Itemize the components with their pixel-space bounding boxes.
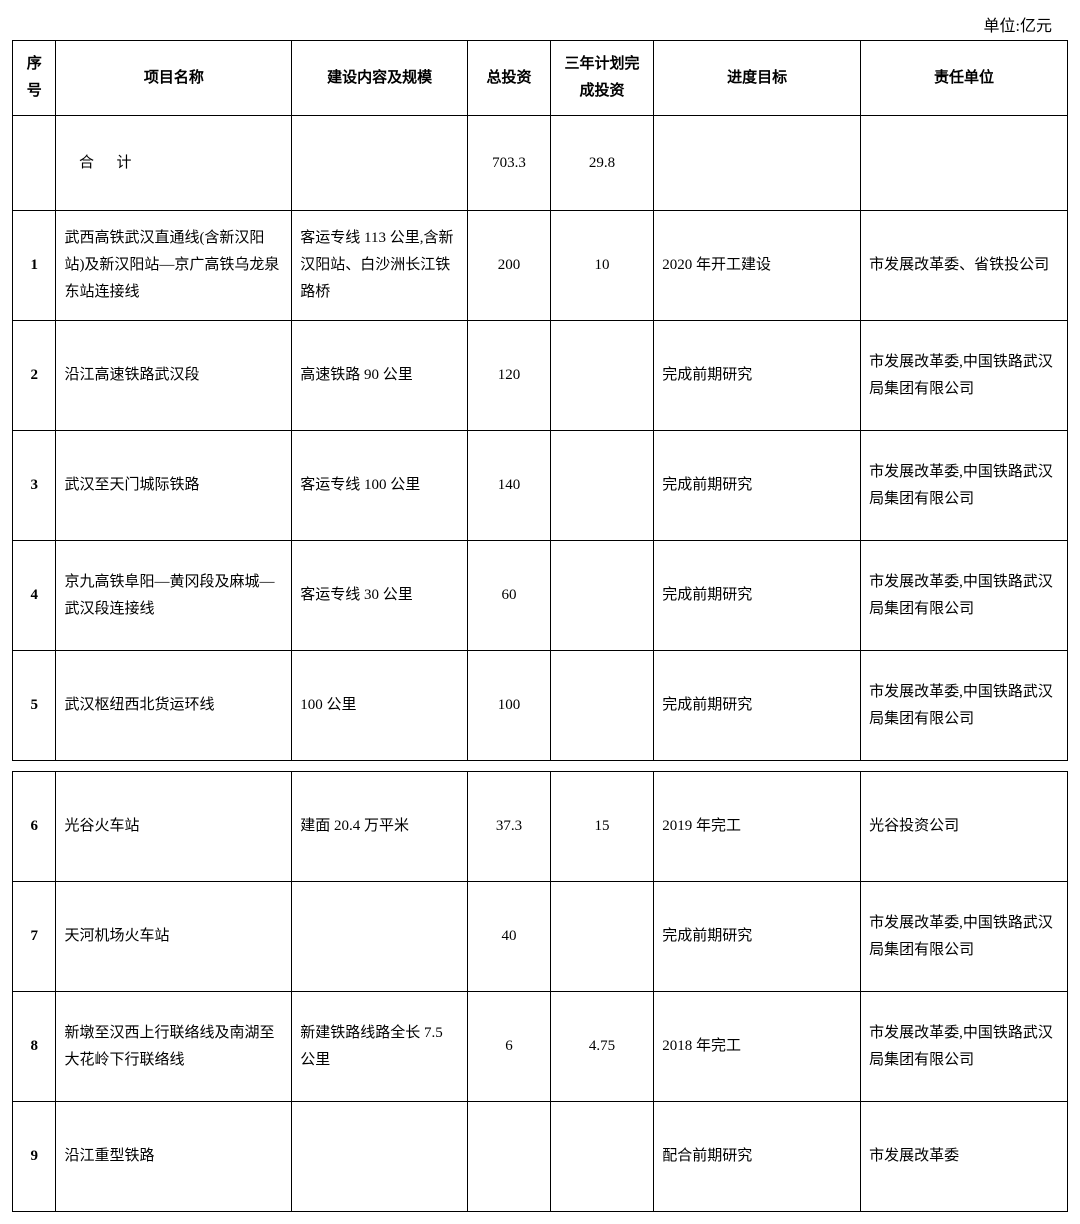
- table-row: 3武汉至天门城际铁路客运专线 100 公里140 完成前期研究市发展改革委,中国铁…: [13, 431, 1068, 541]
- cell-seq: 8: [13, 992, 56, 1102]
- cell-dept: 市发展改革委,中国铁路武汉局集团有限公司: [861, 321, 1068, 431]
- col-header-three: 三年计划完成投资: [550, 41, 653, 116]
- cell-content: 100 公里: [292, 651, 468, 761]
- cell-content: 建面 20.4 万平米: [292, 772, 468, 882]
- cell-name: 武西高铁武汉直通线(含新汉阳站)及新汉阳站—京广高铁乌龙泉东站连接线: [56, 211, 292, 321]
- cell-dept: 市发展改革委,中国铁路武汉局集团有限公司: [861, 651, 1068, 761]
- col-header-dept: 责任单位: [861, 41, 1068, 116]
- cell-progress: 完成前期研究: [654, 651, 861, 761]
- cell-total: 6: [468, 992, 551, 1102]
- total-progress: [654, 116, 861, 211]
- cell-dept: 市发展改革委,中国铁路武汉局集团有限公司: [861, 431, 1068, 541]
- cell-dept: 市发展改革委、省铁投公司: [861, 211, 1068, 321]
- cell-three: 10: [550, 211, 653, 321]
- cell-content: 新建铁路线路全长 7.5 公里: [292, 992, 468, 1102]
- cell-progress: 完成前期研究: [654, 541, 861, 651]
- cell-seq: 5: [13, 651, 56, 761]
- cell-seq: 4: [13, 541, 56, 651]
- cell-three: [550, 541, 653, 651]
- cell-three: [550, 882, 653, 992]
- table-header-row: 序号 项目名称 建设内容及规模 总投资 三年计划完成投资 进度目标 责任单位: [13, 41, 1068, 116]
- cell-content: 客运专线 100 公里: [292, 431, 468, 541]
- cell-seq: 9: [13, 1102, 56, 1212]
- cell-dept: 市发展改革委,中国铁路武汉局集团有限公司: [861, 882, 1068, 992]
- cell-total: 120: [468, 321, 551, 431]
- cell-progress: 2020 年开工建设: [654, 211, 861, 321]
- cell-seq: 2: [13, 321, 56, 431]
- cell-content: 客运专线 30 公里: [292, 541, 468, 651]
- cell-dept: 市发展改革委: [861, 1102, 1068, 1212]
- col-header-total: 总投资: [468, 41, 551, 116]
- col-header-seq: 序号: [13, 41, 56, 116]
- total-total: 703.3: [468, 116, 551, 211]
- cell-total: 200: [468, 211, 551, 321]
- col-header-content: 建设内容及规模: [292, 41, 468, 116]
- cell-total: 140: [468, 431, 551, 541]
- cell-seq: 1: [13, 211, 56, 321]
- cell-content: 客运专线 113 公里,含新汉阳站、白沙洲长江铁路桥: [292, 211, 468, 321]
- total-dept: [861, 116, 1068, 211]
- cell-dept: 光谷投资公司: [861, 772, 1068, 882]
- table-row: 1武西高铁武汉直通线(含新汉阳站)及新汉阳站—京广高铁乌龙泉东站连接线客运专线 …: [13, 211, 1068, 321]
- col-header-name: 项目名称: [56, 41, 292, 116]
- cell-total: 37.3: [468, 772, 551, 882]
- cell-dept: 市发展改革委,中国铁路武汉局集团有限公司: [861, 541, 1068, 651]
- cell-dept: 市发展改革委,中国铁路武汉局集团有限公司: [861, 992, 1068, 1102]
- projects-table-part-b: 6光谷火车站建面 20.4 万平米37.3152019 年完工光谷投资公司7天河…: [12, 771, 1068, 1212]
- cell-three: 4.75: [550, 992, 653, 1102]
- cell-content: [292, 882, 468, 992]
- cell-name: 武汉至天门城际铁路: [56, 431, 292, 541]
- cell-progress: 2019 年完工: [654, 772, 861, 882]
- total-three: 29.8: [550, 116, 653, 211]
- cell-name: 沿江重型铁路: [56, 1102, 292, 1212]
- cell-progress: 完成前期研究: [654, 882, 861, 992]
- table-row: 2沿江高速铁路武汉段高速铁路 90 公里120 完成前期研究市发展改革委,中国铁路…: [13, 321, 1068, 431]
- cell-three: [550, 431, 653, 541]
- cell-content: [292, 1102, 468, 1212]
- total-seq: [13, 116, 56, 211]
- total-content: [292, 116, 468, 211]
- table-row: 6光谷火车站建面 20.4 万平米37.3152019 年完工光谷投资公司: [13, 772, 1068, 882]
- cell-total: [468, 1102, 551, 1212]
- cell-three: [550, 1102, 653, 1212]
- total-label: 合计: [56, 116, 292, 211]
- cell-name: 京九高铁阜阳—黄冈段及麻城—武汉段连接线: [56, 541, 292, 651]
- cell-total: 40: [468, 882, 551, 992]
- cell-name: 沿江高速铁路武汉段: [56, 321, 292, 431]
- unit-label: 单位:亿元: [12, 12, 1068, 36]
- cell-name: 天河机场火车站: [56, 882, 292, 992]
- cell-progress: 完成前期研究: [654, 431, 861, 541]
- cell-total: 60: [468, 541, 551, 651]
- cell-content: 高速铁路 90 公里: [292, 321, 468, 431]
- cell-seq: 3: [13, 431, 56, 541]
- cell-three: 15: [550, 772, 653, 882]
- cell-progress: 完成前期研究: [654, 321, 861, 431]
- table-row: 9沿江重型铁路 配合前期研究市发展改革委: [13, 1102, 1068, 1212]
- table-row: 5武汉枢纽西北货运环线100 公里100 完成前期研究市发展改革委,中国铁路武汉局…: [13, 651, 1068, 761]
- cell-seq: 6: [13, 772, 56, 882]
- cell-progress: 2018 年完工: [654, 992, 861, 1102]
- cell-seq: 7: [13, 882, 56, 992]
- projects-table-part-a: 序号 项目名称 建设内容及规模 总投资 三年计划完成投资 进度目标 责任单位 合…: [12, 40, 1068, 761]
- cell-progress: 配合前期研究: [654, 1102, 861, 1212]
- col-header-progress: 进度目标: [654, 41, 861, 116]
- cell-name: 武汉枢纽西北货运环线: [56, 651, 292, 761]
- cell-total: 100: [468, 651, 551, 761]
- table-row: 7天河机场火车站 40 完成前期研究市发展改革委,中国铁路武汉局集团有限公司: [13, 882, 1068, 992]
- table-row: 4京九高铁阜阳—黄冈段及麻城—武汉段连接线客运专线 30 公里60 完成前期研究市…: [13, 541, 1068, 651]
- cell-name: 新墩至汉西上行联络线及南湖至大花岭下行联络线: [56, 992, 292, 1102]
- cell-three: [550, 321, 653, 431]
- total-row: 合计 703.3 29.8: [13, 116, 1068, 211]
- cell-three: [550, 651, 653, 761]
- cell-name: 光谷火车站: [56, 772, 292, 882]
- table-gap: [12, 761, 1068, 771]
- table-row: 8新墩至汉西上行联络线及南湖至大花岭下行联络线新建铁路线路全长 7.5 公里64…: [13, 992, 1068, 1102]
